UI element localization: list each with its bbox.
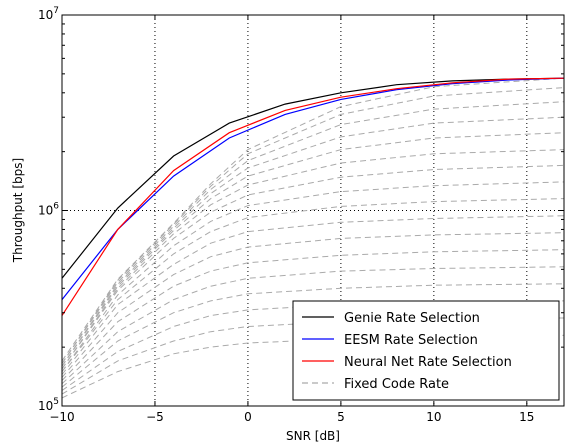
y-tick-label-base: 10: [38, 204, 53, 218]
y-tick-label: 107: [38, 6, 59, 22]
x-tick-label: 0: [244, 410, 252, 424]
neural-net-rate-selection-line: [61, 77, 565, 316]
y-tick-label-exponent: 7: [53, 6, 59, 16]
fixed-code-rate-line: [61, 101, 565, 364]
x-tick-label: 5: [337, 410, 345, 424]
x-tick-label: −5: [146, 410, 164, 424]
x-tick-label: 10: [426, 410, 441, 424]
y-tick-label-exponent: 5: [53, 397, 59, 407]
fixed-code-rate-line: [61, 132, 565, 367]
fixed-code-rate-line: [61, 232, 565, 378]
fixed-code-rate-line: [61, 283, 565, 388]
legend-label-eesm: EESM Rate Selection: [344, 333, 478, 348]
fixed-code-rate-line: [61, 77, 565, 362]
legend-label-neural-net: Neural Net Rate Selection: [344, 355, 512, 370]
legend-label-genie: Genie Rate Selection: [344, 311, 480, 326]
x-tick-label: −10: [49, 410, 74, 424]
fixed-code-rate-line: [61, 116, 565, 367]
eesm-rate-selection-line: [61, 77, 565, 300]
legend-label-fixed-code-rate: Fixed Code Rate: [344, 377, 449, 392]
fixed-code-rate-line: [61, 181, 565, 372]
y-tick-label: 105: [38, 397, 59, 413]
fixed-code-rate-line: [61, 87, 565, 364]
legend-box: [292, 300, 560, 401]
y-tick-label: 106: [38, 202, 59, 218]
fixed-code-rate-line: [61, 198, 565, 372]
fixed-code-rate-line: [61, 164, 565, 370]
y-tick-label-base: 10: [38, 8, 53, 22]
x-axis-label: SNR [dB]: [286, 429, 340, 443]
genie-rate-selection-line: [61, 77, 565, 279]
rate-selection-curves: [61, 77, 565, 316]
fixed-code-rate-curves: [61, 77, 565, 399]
legend: Genie Rate Selection EESM Rate Selection…: [292, 300, 560, 401]
y-tick-label-exponent: 6: [53, 202, 59, 212]
fixed-code-rate-line: [61, 149, 565, 370]
fixed-code-rate-line: [61, 215, 565, 375]
x-tick-label: 15: [519, 410, 534, 424]
y-axis-label: Throughput [bps]: [11, 158, 25, 263]
fixed-code-rate-line: [61, 249, 565, 381]
y-tick-label-base: 10: [38, 399, 53, 413]
